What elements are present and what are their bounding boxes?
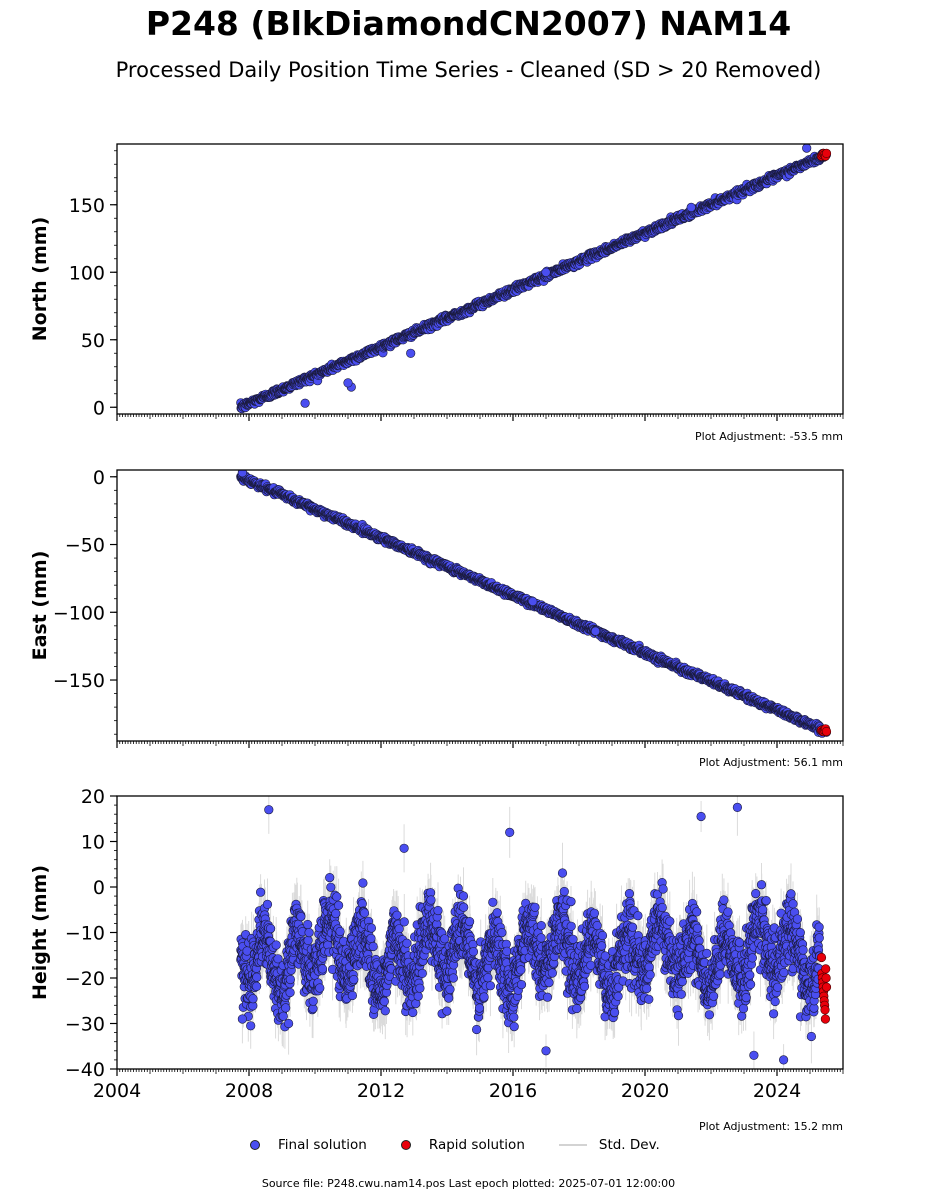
final-point <box>445 984 455 995</box>
final-point <box>686 202 696 212</box>
final-point <box>516 965 526 975</box>
final-point <box>802 144 812 153</box>
north-frame <box>116 143 844 415</box>
height-data <box>236 796 832 1069</box>
final-point <box>237 470 247 478</box>
final-point <box>315 983 325 993</box>
final-point <box>300 398 310 408</box>
final-point <box>366 923 377 933</box>
y-tick-label: 0 <box>93 397 105 419</box>
final-point <box>281 1003 291 1013</box>
final-point <box>246 1021 256 1031</box>
north-data <box>236 144 832 414</box>
final-point <box>262 899 273 910</box>
final-point <box>442 1006 452 1016</box>
final-point <box>590 626 601 636</box>
y-tick-label: −50 <box>65 535 105 557</box>
final-point <box>458 891 469 901</box>
final-point <box>256 887 266 897</box>
east-adjustment: Plot Adjustment: 56.1 mm <box>699 756 843 769</box>
final-point <box>465 916 475 927</box>
final-point <box>433 905 443 916</box>
east-data <box>236 470 832 738</box>
panel-north: 0 50 100 150 North (mm) Plot Adjustment: -53.… <box>29 143 844 443</box>
final-point <box>368 941 378 952</box>
final-point <box>347 990 358 1001</box>
final-point <box>335 926 345 937</box>
final-point <box>334 900 344 911</box>
final-point <box>541 267 551 277</box>
chart-subtitle: Processed Daily Position Time Series - C… <box>115 58 822 82</box>
final-point <box>417 968 427 979</box>
final-point <box>326 882 336 892</box>
final-point <box>413 991 423 1001</box>
final-point <box>502 946 512 956</box>
east-ylabel: East (mm) <box>29 551 51 661</box>
final-point <box>278 1011 288 1021</box>
final-point <box>308 996 318 1006</box>
final-point <box>497 927 507 938</box>
final-point <box>408 1007 418 1018</box>
final-point <box>406 348 416 358</box>
final-point <box>472 1024 482 1035</box>
final-point <box>332 892 342 902</box>
final-point <box>399 917 409 927</box>
final-point <box>379 996 389 1007</box>
final-point <box>358 878 368 888</box>
final-point <box>359 908 370 918</box>
y-tick-label: −100 <box>53 602 105 624</box>
final-point <box>492 908 502 918</box>
final-point <box>459 902 469 912</box>
final-point <box>296 911 306 922</box>
final-point <box>304 927 314 938</box>
final-point <box>248 994 258 1004</box>
final-point <box>331 908 341 919</box>
final-point <box>474 1003 485 1013</box>
final-point <box>468 947 479 957</box>
final-point <box>415 983 425 993</box>
y-tick-label: −150 <box>53 670 105 692</box>
final-point <box>483 973 493 983</box>
final-point <box>528 596 538 607</box>
final-point <box>448 973 459 983</box>
final-point <box>366 933 376 944</box>
final-point <box>380 1006 390 1016</box>
final-point <box>444 993 454 1003</box>
y-tick-label: 150 <box>69 195 105 217</box>
final-point <box>392 910 402 920</box>
final-point <box>252 972 262 982</box>
rapid-point <box>821 148 832 158</box>
rapid-point <box>821 726 832 737</box>
final-point <box>479 992 489 1002</box>
final-point <box>349 974 359 985</box>
final-point <box>317 964 328 974</box>
panel-height: 2004 2008 2012 2016 2020 202420100−10−20−30−4… <box>29 786 844 1133</box>
north-ylabel: North (mm) <box>29 217 51 342</box>
final-point <box>343 378 353 388</box>
y-tick-label: 50 <box>81 330 105 352</box>
final-point <box>252 981 262 992</box>
y-tick-label: 100 <box>69 262 105 284</box>
final-point <box>485 981 496 991</box>
final-point <box>285 974 296 985</box>
final-point <box>266 923 276 934</box>
north-adjustment: Plot Adjustment: -53.5 mm <box>695 430 843 443</box>
final-point <box>325 872 335 883</box>
final-point <box>509 1012 519 1022</box>
final-point <box>402 938 412 948</box>
final-point <box>271 940 281 950</box>
final-point <box>426 895 436 905</box>
y-tick-label: 0 <box>93 467 105 489</box>
final-point <box>509 1021 519 1032</box>
chart-title: P248 (BlkDiamondCN2007) NAM14 <box>145 4 792 43</box>
east-frame <box>116 469 844 742</box>
final-point <box>303 919 313 930</box>
final-point <box>488 897 498 907</box>
final-point <box>285 987 295 998</box>
final-point <box>303 935 313 946</box>
